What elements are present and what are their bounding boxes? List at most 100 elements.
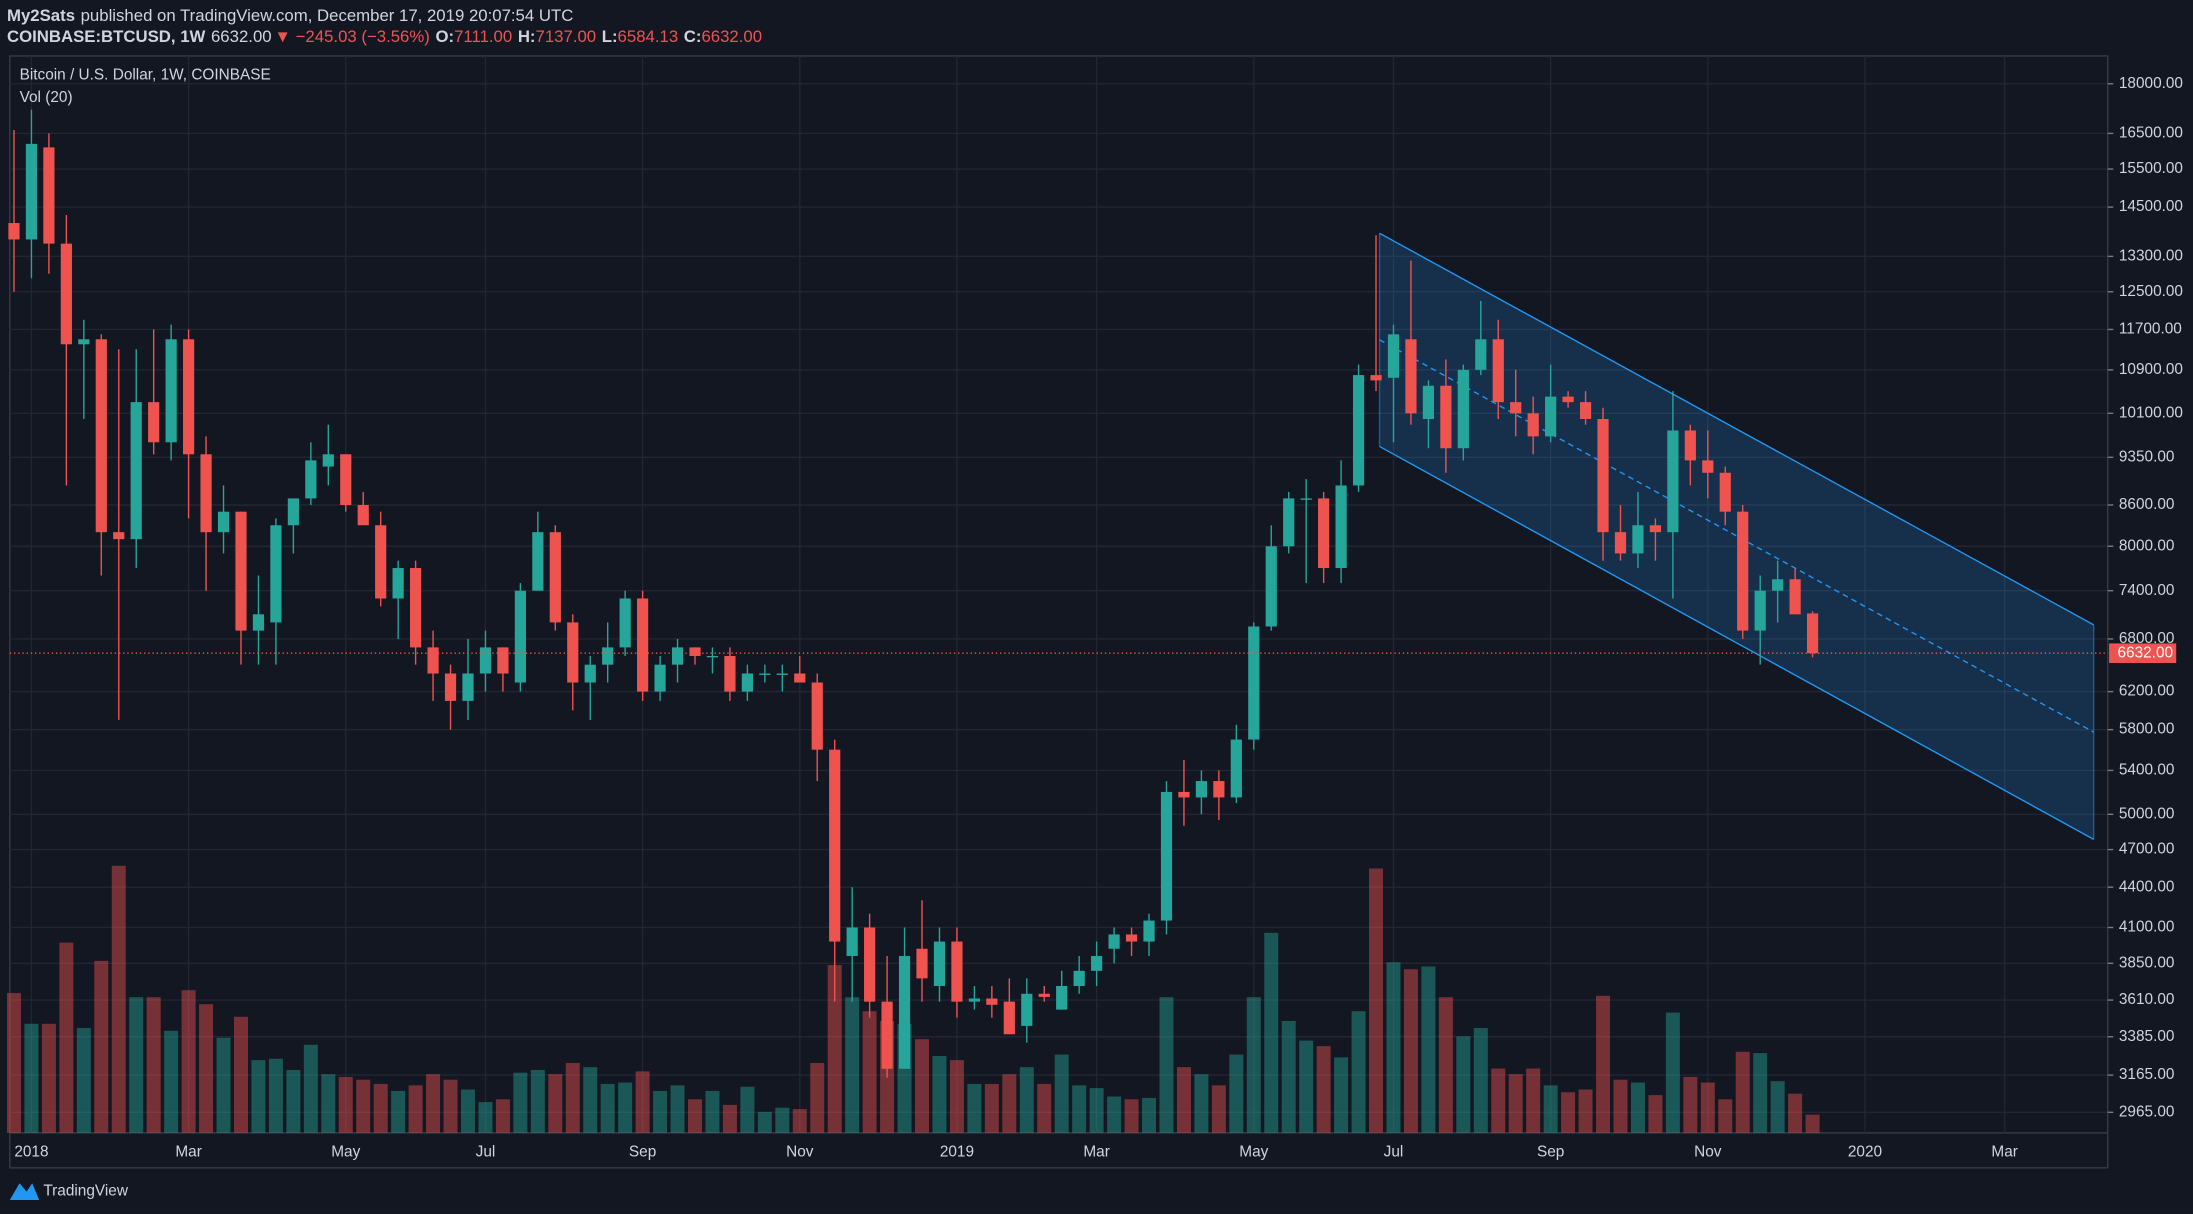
candle-body bbox=[986, 998, 998, 1005]
candle-body bbox=[1737, 511, 1749, 631]
candle-body bbox=[1527, 413, 1539, 437]
volume-bar bbox=[1246, 997, 1261, 1133]
volume-bar bbox=[391, 1090, 406, 1133]
volume-bar bbox=[1665, 1012, 1680, 1133]
candle-body bbox=[1195, 781, 1207, 798]
volume-bar bbox=[757, 1111, 772, 1133]
candle-body bbox=[1789, 579, 1801, 615]
candle-body bbox=[444, 673, 457, 701]
volume-bar bbox=[1124, 1099, 1139, 1133]
y-tick-label: 2965.00 bbox=[2119, 1103, 2175, 1120]
c-label: C: bbox=[684, 27, 702, 46]
candle-body bbox=[462, 673, 474, 701]
last-price-label: 6632.00 bbox=[2117, 644, 2173, 661]
volume-bar bbox=[1508, 1074, 1523, 1133]
volume-bar bbox=[1107, 1096, 1122, 1133]
candle-body bbox=[1614, 532, 1627, 554]
candle-body bbox=[1684, 430, 1696, 461]
volume-bar bbox=[1316, 1046, 1331, 1133]
y-tick-label: 16500.00 bbox=[2119, 124, 2183, 141]
volume-bar bbox=[356, 1079, 371, 1133]
candle-body bbox=[1457, 369, 1469, 449]
candle-body bbox=[1579, 402, 1592, 419]
candle-body bbox=[654, 664, 666, 692]
y-tick-label: 5000.00 bbox=[2119, 805, 2175, 822]
volume-bar bbox=[862, 1011, 877, 1133]
candle-body bbox=[898, 955, 911, 1069]
volume-bar bbox=[1421, 966, 1436, 1133]
volume-bar bbox=[1491, 1068, 1506, 1133]
volume-bar bbox=[94, 960, 109, 1133]
candle-body bbox=[1475, 339, 1487, 370]
candle-body bbox=[1091, 955, 1103, 971]
volume-bar bbox=[915, 1039, 930, 1133]
candle-body bbox=[130, 402, 142, 540]
volume-bar bbox=[1019, 1067, 1034, 1133]
volume-bar bbox=[932, 1055, 947, 1133]
y-tick-label: 4700.00 bbox=[2119, 841, 2175, 858]
candle-body bbox=[1597, 418, 1609, 533]
header-line-2: COINBASE:BTCUSD, 1W 6632.00 ▼ −245.03 (−3.… bbox=[7, 27, 762, 46]
candle-body bbox=[1230, 739, 1242, 798]
l-label: L: bbox=[602, 27, 618, 46]
candle-body bbox=[1702, 460, 1714, 473]
candle-body bbox=[759, 673, 771, 675]
y-tick-label: 5400.00 bbox=[2119, 761, 2175, 778]
volume-bar bbox=[1176, 1067, 1191, 1133]
volume-bar bbox=[41, 1023, 56, 1133]
candle-body bbox=[95, 339, 107, 533]
volume-bar bbox=[548, 1074, 563, 1133]
volume-bar bbox=[1805, 1114, 1820, 1133]
h-label: H: bbox=[518, 27, 536, 46]
volume-bar bbox=[1473, 1027, 1488, 1133]
candle-body bbox=[741, 673, 753, 692]
candle-body bbox=[1649, 525, 1662, 533]
volume-bar bbox=[565, 1062, 580, 1133]
volume-bar bbox=[583, 1067, 598, 1133]
volume-bar bbox=[618, 1082, 633, 1133]
volume-bar bbox=[688, 1099, 702, 1133]
candle-body bbox=[43, 147, 55, 244]
candle-body bbox=[1178, 791, 1190, 798]
candle-body bbox=[357, 505, 369, 526]
candle-body bbox=[706, 655, 719, 658]
x-tick-label: Jul bbox=[476, 1144, 496, 1161]
candle-body bbox=[375, 525, 387, 599]
volume-bar bbox=[530, 1069, 545, 1133]
y-tick-label: 12500.00 bbox=[2119, 283, 2183, 300]
candle-body bbox=[497, 647, 509, 674]
candle-body bbox=[829, 749, 841, 942]
candle-body bbox=[724, 655, 736, 692]
l-value: 6584.13 bbox=[618, 27, 679, 46]
published: published on TradingView.com, December 1… bbox=[81, 6, 574, 25]
y-tick-label: 4100.00 bbox=[2119, 919, 2175, 936]
volume-bar bbox=[1089, 1088, 1104, 1133]
candle-body bbox=[1265, 546, 1277, 627]
x-tick-label: Mar bbox=[1083, 1144, 1109, 1161]
x-tick-label: May bbox=[1239, 1144, 1268, 1161]
y-tick-label: 8600.00 bbox=[2119, 496, 2175, 513]
candle-body bbox=[1213, 781, 1225, 798]
candle-body bbox=[1125, 934, 1138, 942]
volume-bar bbox=[111, 865, 126, 1133]
candle-body bbox=[1806, 613, 1819, 654]
y-tick-label: 3610.00 bbox=[2119, 991, 2175, 1008]
volume-bar bbox=[1351, 1011, 1366, 1133]
candle-body bbox=[1719, 472, 1731, 512]
volume-bar bbox=[635, 1071, 650, 1133]
volume-bar bbox=[1735, 1051, 1750, 1133]
volume-bar bbox=[740, 1086, 755, 1133]
x-tick-label: Mar bbox=[1991, 1144, 2017, 1161]
volume-bar bbox=[251, 1060, 266, 1133]
candle-body bbox=[1283, 498, 1295, 547]
x-tick-label: Mar bbox=[175, 1144, 201, 1161]
candle-body bbox=[235, 511, 247, 631]
y-tick-label: 10900.00 bbox=[2119, 361, 2183, 378]
candle-body bbox=[846, 927, 858, 956]
volume-bar bbox=[1788, 1093, 1803, 1133]
candle-body bbox=[864, 927, 876, 1002]
candle-body bbox=[305, 460, 317, 499]
volume-bar bbox=[216, 1037, 231, 1133]
chart-title: Bitcoin / U.S. Dollar, 1W, COINBASE bbox=[20, 67, 271, 84]
